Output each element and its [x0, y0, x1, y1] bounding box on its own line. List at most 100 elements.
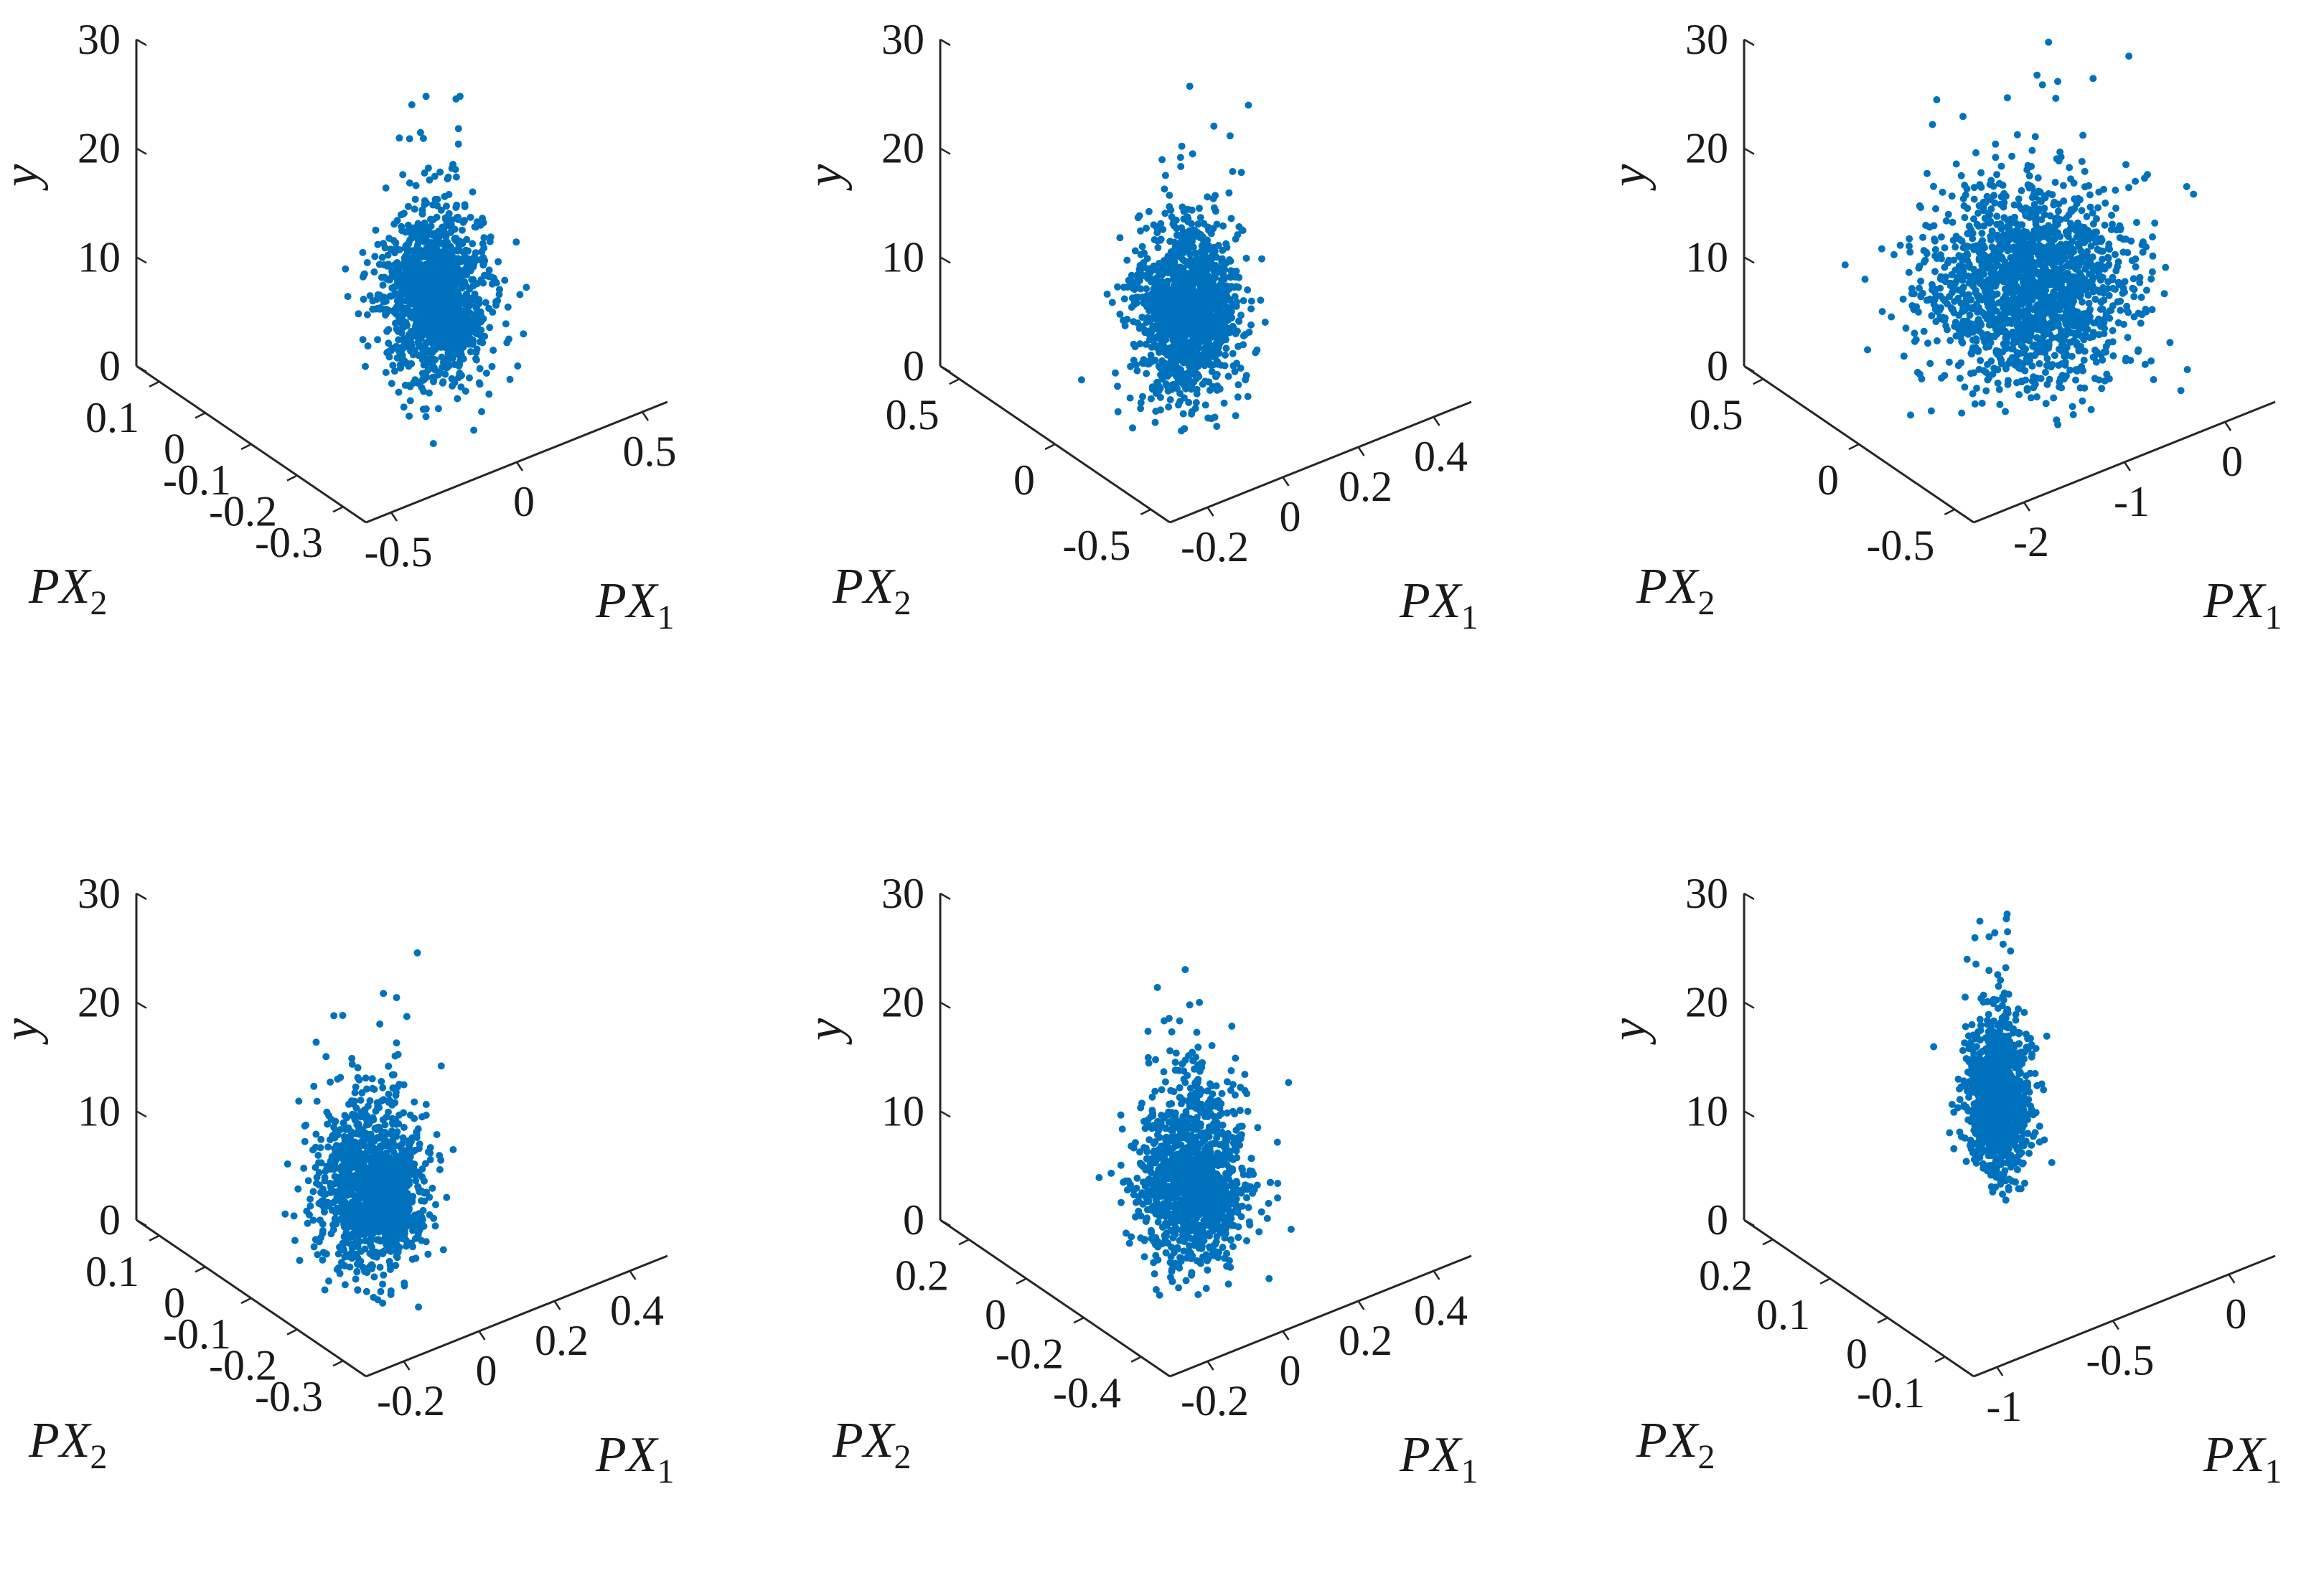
- data-point: [1245, 102, 1252, 109]
- data-point: [2018, 342, 2025, 349]
- data-point: [1204, 415, 1212, 422]
- data-point: [2043, 400, 2050, 407]
- data-point: [2052, 95, 2059, 102]
- data-point: [1149, 385, 1156, 393]
- x-tick: [1359, 447, 1364, 456]
- data-point: [431, 374, 438, 381]
- data-point: [2103, 343, 2110, 350]
- data-point: [2147, 276, 2155, 283]
- data-point: [2124, 249, 2131, 256]
- data-point: [1222, 296, 1229, 304]
- data-point: [2035, 174, 2042, 182]
- data-point: [1995, 235, 2002, 243]
- data-point: [1906, 248, 1913, 255]
- z-tick-label: 0: [1707, 342, 1728, 390]
- data-point: [1991, 200, 1998, 207]
- data-point: [399, 171, 406, 178]
- data-point: [418, 228, 425, 235]
- data-point: [469, 240, 476, 248]
- data-point: [1842, 261, 1849, 268]
- data-point: [1951, 243, 1959, 250]
- data-point: [1976, 327, 1983, 334]
- data-point: [2086, 300, 2093, 307]
- z-tick: [1744, 149, 1754, 154]
- data-point: [2124, 334, 2132, 341]
- data-point: [1917, 278, 1924, 285]
- data-point: [448, 221, 455, 228]
- data-point: [1258, 255, 1265, 263]
- data-point: [2017, 299, 2024, 306]
- y-tick: [1045, 444, 1055, 449]
- data-point: [383, 184, 390, 192]
- data-point: [2122, 235, 2129, 243]
- data-point: [455, 141, 462, 148]
- data-point: [2014, 283, 2021, 291]
- data-point: [2077, 291, 2084, 299]
- data-point: [1114, 382, 1121, 390]
- z-tick-label: 20: [881, 125, 924, 172]
- data-point: [2018, 187, 2025, 194]
- data-point: [1981, 244, 1988, 251]
- data-point: [1194, 390, 1201, 398]
- data-point: [1138, 251, 1145, 258]
- data-point: [2032, 133, 2039, 140]
- data-point: [2098, 385, 2105, 392]
- data-point: [415, 220, 422, 227]
- x-tick-label: 0.5: [623, 428, 677, 475]
- x-tick: [1283, 477, 1289, 486]
- data-point: [415, 237, 422, 244]
- data-point: [2060, 182, 2067, 189]
- data-point: [2042, 194, 2049, 202]
- data-point: [2122, 161, 2129, 168]
- data-point: [2054, 78, 2061, 85]
- data-point: [1217, 385, 1224, 393]
- data-point: [371, 253, 378, 260]
- data-point: [1196, 278, 1204, 286]
- data-point: [1243, 372, 1250, 379]
- data-point: [1984, 300, 1991, 307]
- z-tick-label: 20: [1685, 125, 1728, 172]
- y-tick: [333, 507, 343, 512]
- data-point: [382, 306, 389, 313]
- data-point: [2142, 306, 2149, 313]
- data-point: [1906, 235, 1913, 243]
- data-point: [451, 361, 458, 368]
- data-point: [1192, 405, 1199, 412]
- data-point: [1179, 319, 1186, 326]
- data-point: [1240, 341, 1247, 348]
- data-point: [1184, 292, 1191, 299]
- data-point: [1123, 257, 1130, 264]
- data-point: [447, 229, 454, 236]
- data-point: [425, 164, 432, 172]
- data-point: [1961, 202, 1968, 210]
- data-point: [1993, 212, 2000, 220]
- data-point: [364, 259, 371, 266]
- data-point: [1918, 292, 1925, 299]
- data-point: [1232, 330, 1240, 337]
- data-point: [2162, 264, 2169, 271]
- z-tick-label: 30: [78, 16, 121, 63]
- data-point: [435, 309, 442, 316]
- data-point: [1987, 181, 1994, 188]
- data-point: [1189, 150, 1196, 157]
- data-point: [490, 275, 497, 282]
- data-point: [2094, 261, 2102, 268]
- data-point: [1154, 244, 1161, 251]
- data-point: [1209, 298, 1216, 305]
- y-tick: [1849, 444, 1859, 449]
- data-point: [1212, 327, 1219, 334]
- data-point: [1240, 297, 1247, 304]
- data-point: [362, 363, 369, 370]
- data-point: [1210, 352, 1217, 359]
- data-point: [400, 210, 408, 217]
- data-point: [1189, 320, 1196, 327]
- data-point: [2047, 271, 2054, 278]
- data-point: [1122, 322, 1129, 329]
- data-point: [2106, 292, 2113, 299]
- data-point: [443, 365, 450, 372]
- data-point: [2045, 341, 2052, 348]
- data-point: [1199, 248, 1206, 255]
- data-point: [1116, 234, 1123, 241]
- data-point: [1975, 316, 1982, 323]
- data-point: [2030, 373, 2037, 380]
